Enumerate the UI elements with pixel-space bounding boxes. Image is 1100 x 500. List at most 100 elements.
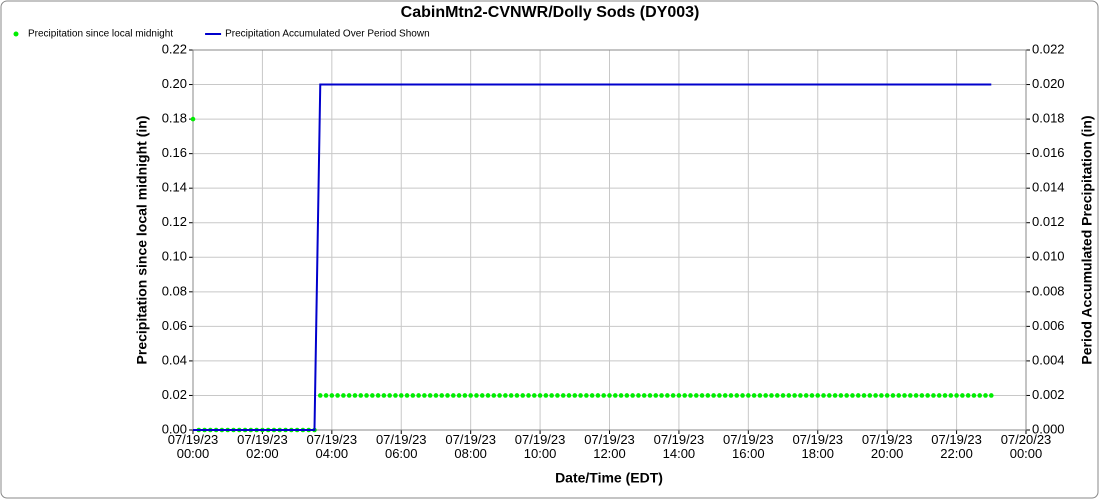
data-point xyxy=(827,393,832,398)
data-point xyxy=(491,393,497,398)
y2-tick-label: 0.002 xyxy=(1032,387,1065,402)
data-point xyxy=(954,393,959,398)
data-point xyxy=(589,393,595,398)
data-point xyxy=(364,393,369,398)
legend-label: Precipitation since local midnight xyxy=(28,29,173,40)
data-point xyxy=(595,393,601,398)
data-point xyxy=(728,393,734,398)
data-point xyxy=(497,393,502,398)
x-tick-label: 07/19/23 22:00 xyxy=(931,432,982,461)
x-tick-label: 07/19/23 04:00 xyxy=(306,432,358,461)
data-point xyxy=(641,393,647,398)
data-point xyxy=(792,393,797,398)
data-point xyxy=(942,393,948,398)
y-tick-label: 0.16 xyxy=(162,145,187,160)
data-point xyxy=(352,393,358,398)
data-point xyxy=(630,393,635,398)
data-point xyxy=(884,393,890,398)
data-point xyxy=(855,393,861,398)
x-tick-label: 07/19/23 02:00 xyxy=(237,432,288,461)
data-point xyxy=(422,393,427,398)
data-point xyxy=(931,393,936,398)
data-point xyxy=(560,393,566,398)
data-point xyxy=(774,393,780,398)
data-point xyxy=(445,393,450,398)
y-tick-label: 0.18 xyxy=(162,111,187,126)
y-tick-label: 0.14 xyxy=(162,180,187,195)
data-point xyxy=(983,393,988,398)
y-tick-label: 0.08 xyxy=(162,283,187,298)
data-point xyxy=(358,393,364,398)
data-point xyxy=(740,393,745,398)
data-point xyxy=(416,393,421,398)
data-point xyxy=(763,393,768,398)
x-tick-label: 07/19/23 06:00 xyxy=(375,432,427,461)
data-point xyxy=(717,393,722,398)
x-tick-label: 07/19/23 20:00 xyxy=(861,432,913,461)
data-point xyxy=(809,393,815,398)
data-point xyxy=(462,393,468,398)
data-point xyxy=(682,393,688,398)
y-tick-label: 0.22 xyxy=(162,41,187,56)
data-point xyxy=(393,393,398,398)
data-point xyxy=(387,393,392,398)
data-point xyxy=(873,393,878,398)
data-point xyxy=(665,393,670,398)
data-point xyxy=(936,393,942,398)
data-point xyxy=(711,393,716,398)
data-point xyxy=(341,393,346,398)
y2-tick-label: 0.008 xyxy=(1032,283,1065,298)
data-point xyxy=(803,393,809,398)
data-point xyxy=(317,393,323,398)
y2-tick-label: 0.004 xyxy=(1032,352,1065,367)
data-point xyxy=(526,393,531,398)
data-point xyxy=(398,393,404,398)
data-point xyxy=(676,393,682,398)
data-point xyxy=(375,393,381,398)
data-point xyxy=(636,393,641,398)
data-point xyxy=(844,393,849,398)
data-point xyxy=(566,393,572,398)
data-point xyxy=(821,393,826,398)
y2-tick-label: 0.010 xyxy=(1032,249,1065,264)
data-point xyxy=(381,393,387,398)
data-point xyxy=(335,393,340,398)
data-point xyxy=(601,393,607,398)
x-tick-label: 07/19/23 18:00 xyxy=(792,432,844,461)
y2-tick-label: 0.016 xyxy=(1032,145,1065,160)
data-line xyxy=(193,83,992,431)
x-tick-label: 07/19/23 14:00 xyxy=(653,432,705,461)
data-point xyxy=(543,393,549,398)
data-point xyxy=(815,393,821,398)
data-point xyxy=(780,393,786,398)
data-point xyxy=(370,393,375,398)
data-point xyxy=(699,393,705,398)
y2-axis-title: Period Accumulated Precipitation (in) xyxy=(1079,115,1095,364)
data-point xyxy=(965,393,971,398)
y-tick-label: 0.12 xyxy=(162,214,187,229)
y2-tick-label: 0.012 xyxy=(1032,214,1065,229)
data-point xyxy=(439,393,445,398)
data-point xyxy=(786,393,792,398)
x-axis-title: Date/Time (EDT) xyxy=(555,470,663,486)
data-point xyxy=(456,393,462,398)
data-point xyxy=(427,393,433,398)
data-point xyxy=(913,393,919,398)
x-tick-label: 07/19/23 12:00 xyxy=(584,432,635,461)
data-point xyxy=(734,393,740,398)
y-tick-label: 0.04 xyxy=(162,352,187,367)
data-point xyxy=(468,393,473,398)
data-point xyxy=(647,393,653,398)
data-point xyxy=(832,393,838,398)
data-point xyxy=(838,393,844,398)
chart-title: CabinMtn2-CVNWR/Dolly Sods (DY003) xyxy=(401,4,700,21)
data-point xyxy=(346,393,352,398)
data-point xyxy=(618,393,624,398)
data-point xyxy=(537,393,543,398)
data-point xyxy=(850,393,855,398)
y-tick-label: 0.00 xyxy=(162,421,187,436)
data-point xyxy=(746,393,751,398)
y2-tick-label: 0.020 xyxy=(1032,76,1065,91)
data-point xyxy=(705,393,711,398)
y2-tick-label: 0.014 xyxy=(1032,180,1065,195)
